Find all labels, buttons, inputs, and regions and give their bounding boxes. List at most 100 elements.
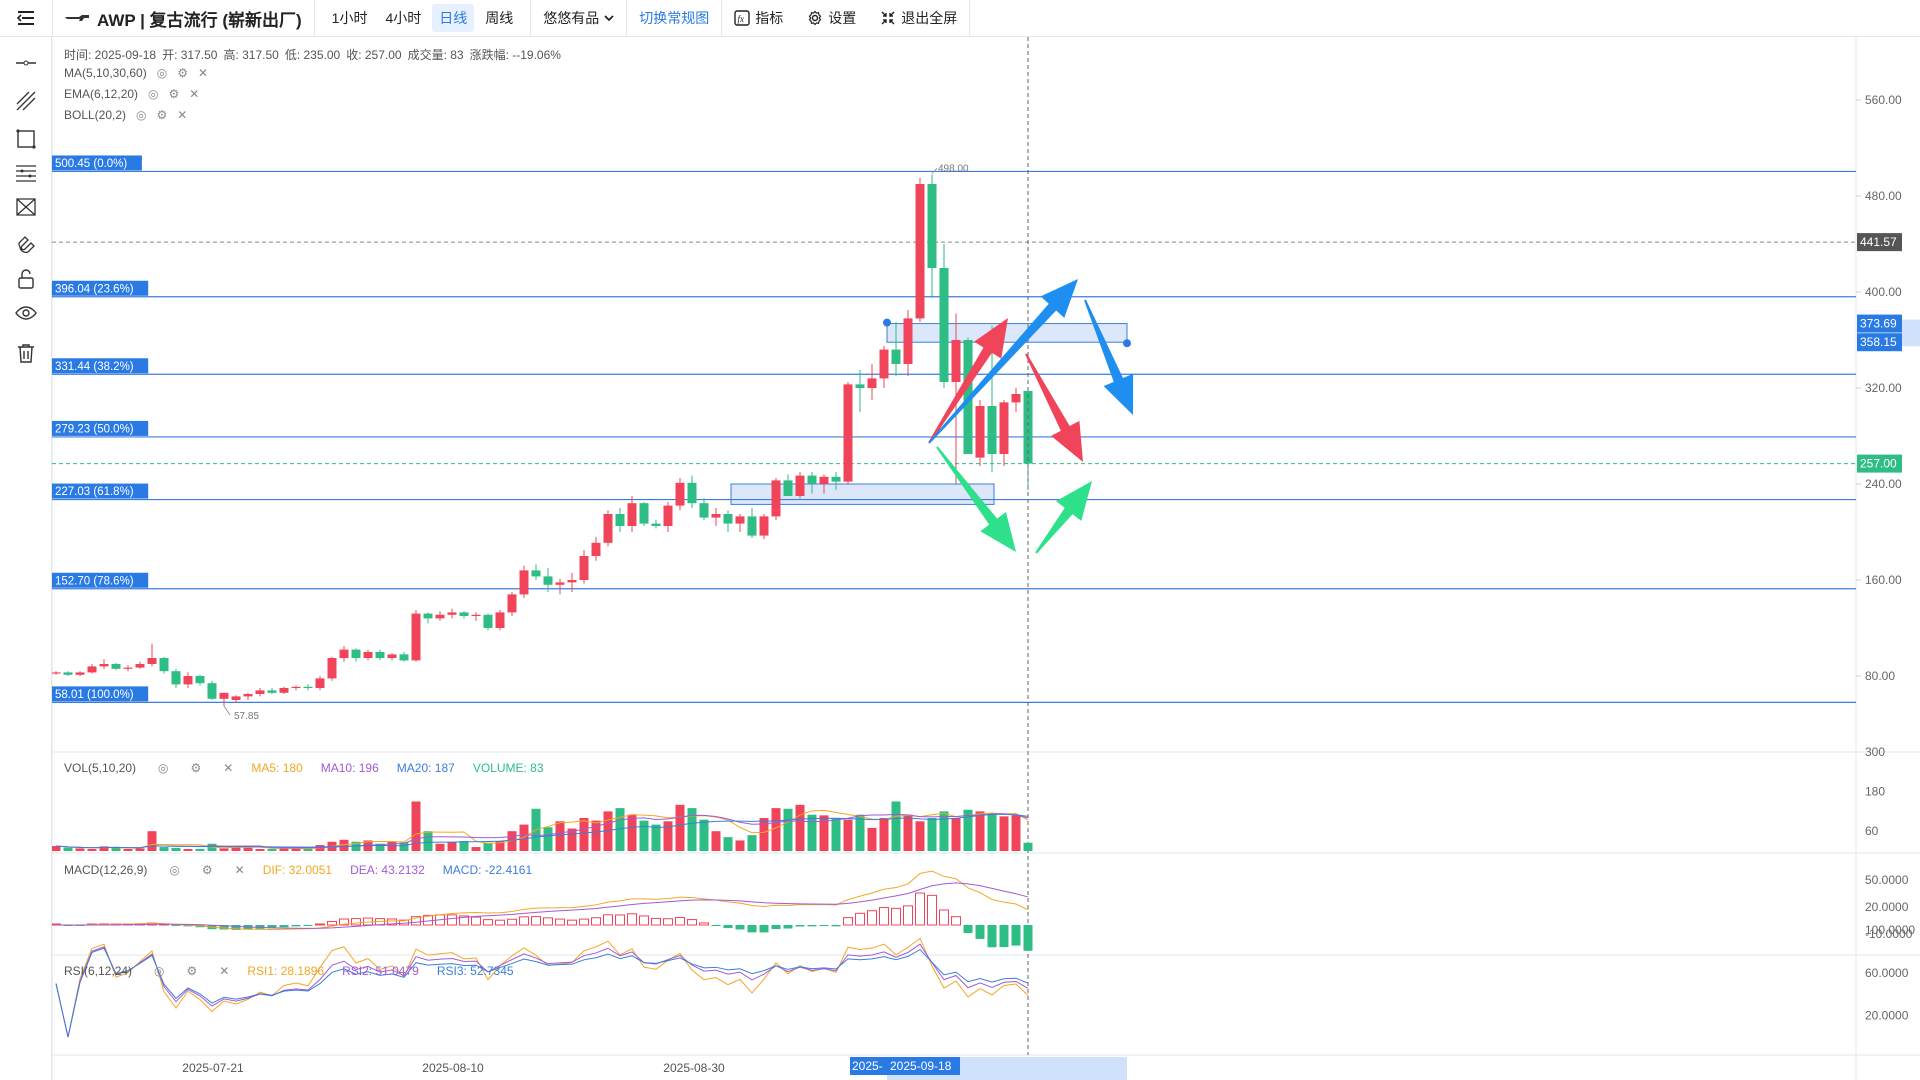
vol-y-tick: 60 [1865, 824, 1879, 838]
candle-body [123, 667, 133, 669]
indicators-label: 指标 [755, 10, 784, 26]
volume-bar [423, 831, 433, 851]
candle-body [483, 614, 493, 628]
vol-ma-line [55, 809, 1029, 850]
volume-bar [759, 818, 769, 851]
macd-bar [387, 918, 397, 926]
macd-bar [171, 925, 181, 927]
horizontal-line-tool-icon[interactable] [12, 49, 40, 77]
gear-icon[interactable]: ⚙ [201, 863, 213, 877]
fib-label-bg [52, 155, 142, 171]
gear-icon[interactable]: ⚙ [156, 108, 168, 122]
overlay-boll[interactable]: BOLL(20,2) ◎ ⚙ ✕ [64, 108, 187, 122]
last-price-bg [1857, 454, 1902, 473]
volume-bar [75, 848, 85, 851]
close-icon[interactable]: ✕ [197, 66, 209, 80]
gear-icon[interactable]: ⚙ [177, 66, 188, 80]
ohlc-low: 低: 235.00 [284, 48, 341, 62]
gear-icon[interactable]: ⚙ [186, 964, 198, 978]
candle-body [627, 503, 637, 526]
close-icon[interactable]: ✕ [223, 761, 234, 775]
timeframe-1d[interactable]: 日线 [432, 4, 475, 32]
timeframe-1h[interactable]: 1小时 [331, 10, 368, 26]
close-icon[interactable]: ✕ [189, 87, 200, 101]
vol-y-tick: 180 [1865, 785, 1885, 799]
timeframe-4h[interactable]: 4小时 [385, 10, 422, 26]
macd-y-tick: 20.0000 [1865, 900, 1909, 914]
rsi-3: RSI3: 52.7345 [436, 964, 514, 978]
volume-bar [1011, 815, 1021, 851]
arrow-down-blue [1084, 299, 1134, 415]
macd-bar [915, 892, 925, 926]
candle-body [327, 658, 337, 679]
macd-bar [903, 905, 913, 926]
trash-icon[interactable] [12, 339, 40, 367]
close-icon[interactable]: ✕ [234, 863, 245, 877]
fib-label-bg [52, 686, 149, 702]
macd-bar [999, 925, 1009, 948]
ohlc-open: 开: 317.50 [162, 48, 218, 62]
fib-label: 279.23 (50.0%) [55, 423, 134, 435]
gear-icon[interactable]: ⚙ [190, 761, 202, 775]
vol-volume: VOLUME: 83 [472, 761, 544, 775]
eye-icon[interactable]: ◎ [156, 66, 168, 80]
overlay-ema[interactable]: EMA(6,12,20) ◎ ⚙ ✕ [64, 87, 199, 101]
macd-bar [819, 925, 829, 926]
macd-bar [567, 919, 577, 926]
high-label: 498.00 [938, 163, 969, 174]
indicators-button[interactable]: fx 指标 [722, 0, 795, 37]
eye-icon[interactable]: ◎ [148, 87, 159, 101]
rsi-2: RSI2: 51.0479 [342, 964, 419, 978]
candle-body [243, 694, 253, 697]
pattern-tool-icon[interactable] [12, 193, 40, 221]
rectangle-tool-icon[interactable] [12, 125, 40, 153]
unlock-icon[interactable] [12, 265, 40, 293]
settings-button[interactable]: 设置 [795, 0, 868, 37]
timeframe-1w[interactable]: 周线 [485, 10, 514, 26]
macd-bar [339, 918, 349, 926]
volume-bar [195, 849, 205, 851]
exit-fullscreen-button[interactable]: 退出全屏 [868, 0, 969, 37]
candle-body [279, 688, 289, 693]
macd-bar [771, 925, 781, 929]
volume-bar [675, 804, 685, 851]
close-icon[interactable]: ✕ [177, 108, 188, 122]
rsi-name: RSI(6,12,24) [64, 964, 133, 978]
settings-label: 设置 [828, 10, 857, 26]
ohlc-high: 高: 317.50 [223, 48, 279, 62]
fib-label-bg [52, 572, 149, 588]
macd-bar [711, 925, 721, 926]
timeframe-group: 1小时 4小时 日线 周线 [315, 0, 531, 37]
magnet-icon[interactable] [12, 231, 40, 259]
ohlc-info: 时间: 2025-09-18 开: 317.50 高: 317.50 低: 23… [64, 46, 561, 63]
volume-bar [375, 843, 385, 851]
eye-off-icon[interactable]: ◎ [154, 964, 165, 978]
candle-body [555, 582, 565, 585]
eye-off-icon[interactable]: ◎ [158, 761, 169, 775]
eye-off-icon[interactable]: ◎ [169, 863, 180, 877]
volume-bar [879, 818, 889, 851]
last-price-label: 257.00 [1860, 457, 1897, 471]
candle-body [387, 654, 397, 658]
overlay-ma[interactable]: MA(5,10,30,60) ◎ ⚙ ✕ [64, 66, 208, 80]
eye-icon[interactable] [12, 299, 40, 327]
candle-body [879, 349, 889, 379]
trend-line-tool-icon[interactable] [12, 87, 40, 115]
eye-icon[interactable]: ◎ [136, 108, 147, 122]
macd-bar [663, 918, 673, 926]
macd-bar [255, 925, 265, 929]
volume-bar [627, 814, 637, 851]
source-dropdown[interactable]: 悠悠有品 [531, 0, 626, 37]
fibonacci-tool-icon[interactable] [12, 159, 40, 187]
macd-value: MACD: -22.4161 [442, 863, 533, 877]
candle-body [411, 613, 421, 661]
volume-bar [795, 804, 805, 851]
gear-icon[interactable]: ⚙ [168, 87, 180, 101]
switch-view-button[interactable]: 切换常规图 [627, 0, 721, 37]
close-icon[interactable]: ✕ [219, 964, 230, 978]
candle-body [651, 523, 661, 526]
menu-icon[interactable] [0, 0, 52, 37]
macd-bar [315, 923, 325, 926]
candle-body [783, 480, 793, 496]
